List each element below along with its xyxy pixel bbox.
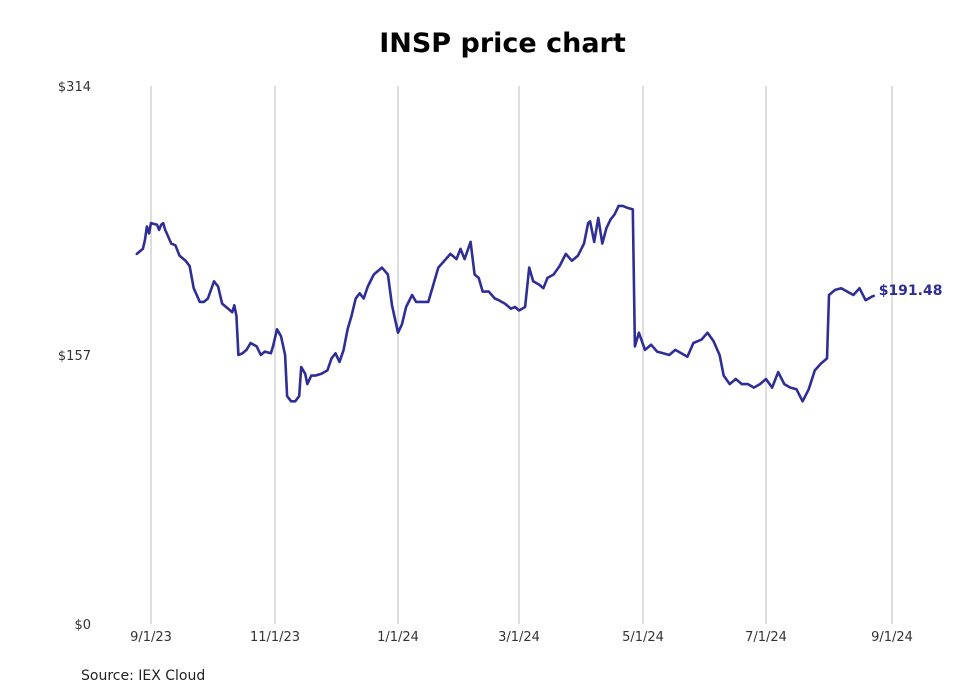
y-axis-ticks: $314 $157 $0 — [58, 80, 91, 633]
price-series-line — [135, 204, 875, 403]
last-price-label: $191.48 — [879, 283, 943, 299]
y-tick-label: $157 — [58, 349, 91, 364]
x-tick-label: 5/1/24 — [622, 630, 664, 645]
x-tick-label: 9/1/24 — [871, 630, 913, 645]
gridlines — [150, 86, 893, 624]
x-tick-label: 1/1/24 — [377, 630, 419, 645]
y-tick-label: $314 — [58, 80, 91, 95]
chart-title: INSP price chart — [379, 28, 626, 59]
x-tick-label: 9/1/23 — [130, 630, 172, 645]
x-axis-ticks: 9/1/23 11/1/23 1/1/24 3/1/24 5/1/24 7/1/24 9/1… — [130, 630, 913, 645]
y-tick-label: $0 — [74, 618, 91, 633]
x-tick-label: 7/1/24 — [745, 630, 787, 645]
x-tick-label: 3/1/24 — [498, 630, 540, 645]
source-note: Source: IEX Cloud — [81, 668, 206, 684]
x-tick-label: 11/1/23 — [250, 630, 300, 645]
